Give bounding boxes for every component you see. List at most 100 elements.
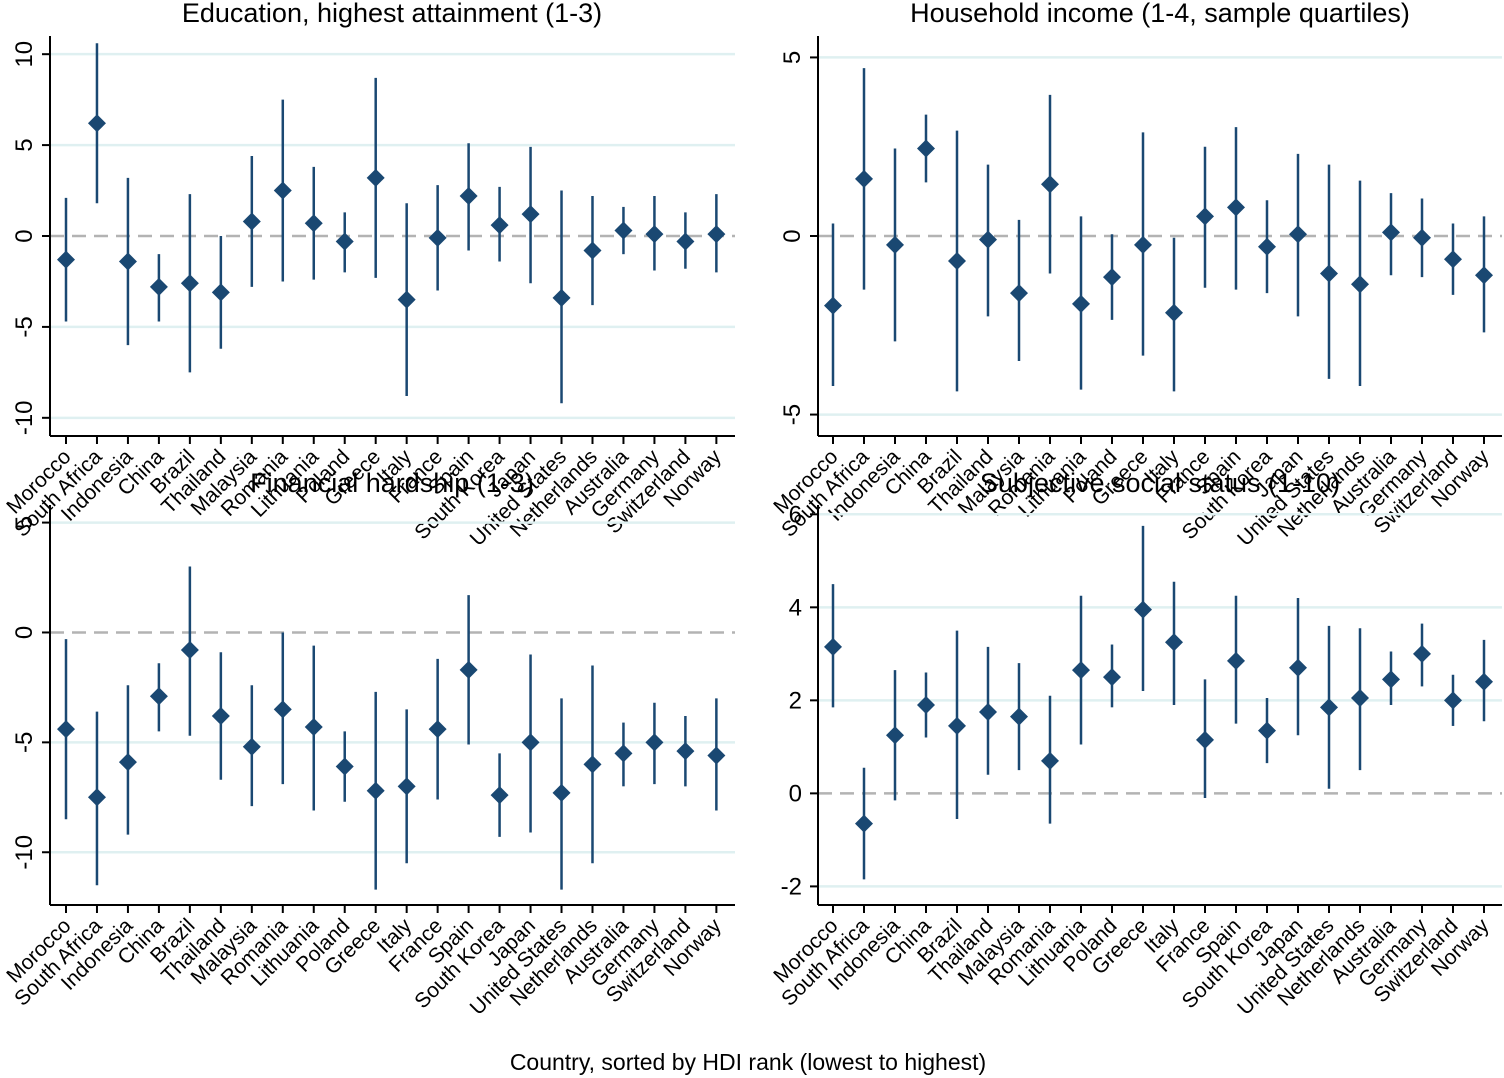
panel1-point [180, 274, 199, 293]
panel4-point [1196, 730, 1214, 749]
panel4-point [1134, 600, 1152, 619]
panel1-point [366, 168, 385, 187]
panel2-title: Household income (1-4, sample quartiles) [910, 0, 1410, 28]
panel2-point [1382, 223, 1400, 242]
panel1-point [149, 277, 168, 296]
panel1-point [304, 214, 323, 233]
panel3-point [676, 742, 695, 761]
panel2-point [1134, 235, 1152, 254]
panel3-point [397, 777, 416, 796]
panel4-point [1041, 751, 1059, 770]
panel1-point [459, 187, 478, 205]
panel3-point [428, 720, 447, 739]
panel3-point [335, 757, 354, 776]
panel3-point [149, 687, 168, 706]
panel4-ytick-label: 4 [789, 594, 802, 621]
panel3-point [490, 786, 509, 805]
x-axis-label: Country, sorted by HDI rank (lowest to h… [510, 1049, 986, 1075]
panel2-point [1196, 207, 1214, 226]
panel2-point [917, 139, 935, 158]
panel4-point [917, 696, 935, 714]
panel1-title: Education, highest attainment (1-3) [182, 0, 602, 28]
panel3-ytick-label: -5 [11, 732, 38, 753]
panel3-point [242, 737, 261, 756]
panel1-point [211, 283, 230, 302]
panel2-point [1258, 237, 1276, 256]
panel3-point [180, 641, 199, 660]
panel2-point [1072, 294, 1090, 313]
panel3-point [304, 717, 323, 736]
panel3-point [583, 755, 602, 774]
panel2-point [886, 235, 904, 254]
panel3-point [645, 733, 664, 752]
panel3-point [273, 700, 292, 719]
panel4-point [1413, 644, 1431, 663]
panel2-point [824, 296, 842, 315]
panel1-ytick-label: -10 [11, 400, 38, 435]
panel4-point [1010, 707, 1028, 726]
panel2-point [1351, 275, 1369, 294]
panel2-point [1010, 284, 1028, 303]
panel2-point [1475, 266, 1493, 285]
panel2-point [979, 230, 997, 249]
panel4-ytick-label: 6 [789, 501, 802, 528]
panel3-point [57, 720, 75, 739]
panel1-point [87, 114, 106, 133]
panel3-point [118, 753, 137, 772]
panel3-point [459, 660, 478, 679]
panel2-point [1289, 225, 1307, 244]
panel4-point [824, 637, 842, 656]
panel3-point [707, 746, 726, 765]
panel2-point [948, 252, 966, 270]
panel4-ytick-label: 2 [789, 687, 802, 714]
panel1-point [335, 232, 354, 251]
panel1-ytick-label: 5 [11, 138, 38, 151]
panel1-point [614, 221, 633, 240]
panel3-point [211, 706, 230, 725]
panel2-ytick-label: -5 [779, 404, 806, 425]
panel2-point [1444, 250, 1462, 269]
panel3-ytick-label: 5 [11, 516, 38, 529]
panel4-point [1165, 633, 1183, 652]
panel2-point [1165, 303, 1183, 322]
panel4-ytick-label: 0 [789, 780, 802, 807]
panel4-point [1289, 658, 1307, 677]
panel2-point [1413, 228, 1431, 247]
panel1-point [490, 216, 509, 235]
panel4-ytick-label: -2 [781, 873, 802, 900]
panel2-point [1227, 198, 1245, 217]
panel1-point [118, 252, 137, 271]
panel1-point [521, 205, 540, 224]
panel4-point [1444, 691, 1462, 710]
panel3-point [87, 788, 106, 807]
panel2-ytick-label: 0 [779, 229, 806, 242]
panel4-point [1103, 668, 1121, 687]
panel4-title: Subjective social status (1-10) [980, 468, 1340, 498]
panel1-point [645, 225, 664, 244]
panel4-point [855, 814, 873, 833]
panel1-point [583, 241, 602, 260]
panel4-point [1320, 698, 1338, 717]
panel4-point [948, 716, 966, 735]
panel2-point [1320, 264, 1338, 283]
panel1-point [57, 250, 75, 269]
panel4-point [1351, 689, 1369, 708]
panel3-point [614, 744, 633, 763]
panel4-point [1258, 721, 1276, 740]
panel1-ytick-label: -5 [11, 316, 38, 337]
panel1-point [552, 288, 571, 307]
panel1-ytick-label: 0 [11, 229, 38, 242]
panel2-ytick-label: 5 [779, 51, 806, 64]
panel4-point [886, 726, 904, 745]
panel3-ytick-label: -10 [11, 835, 38, 870]
panel4-point [1227, 651, 1245, 670]
panel2-point [1103, 268, 1121, 287]
panel3-point [366, 781, 385, 800]
panel1-point [676, 232, 695, 251]
panel4-point [979, 702, 997, 721]
panel2-point [855, 169, 873, 188]
panel1-point [428, 228, 447, 247]
panel4-point [1475, 672, 1493, 691]
panel1-point [242, 212, 261, 231]
